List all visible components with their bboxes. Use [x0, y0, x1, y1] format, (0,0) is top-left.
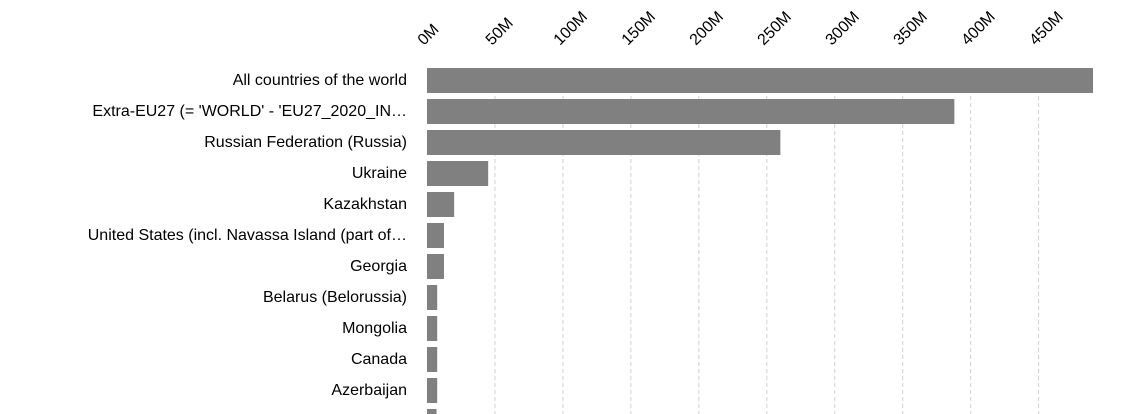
bar-9[interactable]: [427, 347, 438, 372]
category-label: Ukraine: [352, 165, 407, 182]
bar-6[interactable]: [427, 254, 444, 279]
x-tick-label: 450M: [1026, 9, 1066, 49]
category-label: Canada: [351, 351, 407, 368]
x-tick-label: 50M: [483, 15, 517, 49]
bar-4[interactable]: [427, 192, 455, 217]
bar-5[interactable]: [427, 223, 444, 248]
x-tick-label: 100M: [551, 9, 591, 49]
x-tick-label: 300M: [823, 9, 863, 49]
bar-7[interactable]: [427, 285, 438, 310]
category-label: Georgia: [350, 258, 407, 275]
x-tick-label: 400M: [958, 9, 998, 49]
category-label: Belarus (Belorussia): [263, 289, 407, 306]
category-label: Kazakhstan: [323, 196, 407, 213]
bar-0[interactable]: [427, 68, 1093, 93]
x-tick-label: 0M: [415, 21, 443, 49]
category-label: Azerbaijan: [331, 382, 407, 399]
x-tick-label: 250M: [755, 9, 795, 49]
x-tick-label: 350M: [891, 9, 931, 49]
category-label: Extra-EU27 (= 'WORLD' - 'EU27_2020_IN…: [92, 103, 407, 120]
category-label: Mongolia: [342, 320, 407, 337]
category-label: United States (incl. Navassa Island (par…: [88, 227, 407, 244]
x-axis-ticks: 0M 50M 100M 150M 200M 250M 300M 350M 400M 450M: [415, 9, 1067, 49]
x-tick-label: 200M: [687, 9, 727, 49]
bar-1[interactable]: [427, 99, 955, 124]
bars: [427, 68, 1093, 414]
bar-8[interactable]: [427, 316, 438, 341]
bar-2[interactable]: [427, 130, 781, 155]
gridlines: [494, 68, 1040, 414]
bar-3[interactable]: [427, 161, 489, 186]
x-tick-label: 150M: [619, 9, 659, 49]
category-label: Russian Federation (Russia): [204, 134, 407, 151]
bar-10[interactable]: [427, 378, 438, 403]
y-axis-categories: All countries of the world Extra-EU27 (= …: [88, 72, 407, 399]
bar-11[interactable]: [427, 409, 437, 414]
category-label: All countries of the world: [233, 72, 407, 89]
